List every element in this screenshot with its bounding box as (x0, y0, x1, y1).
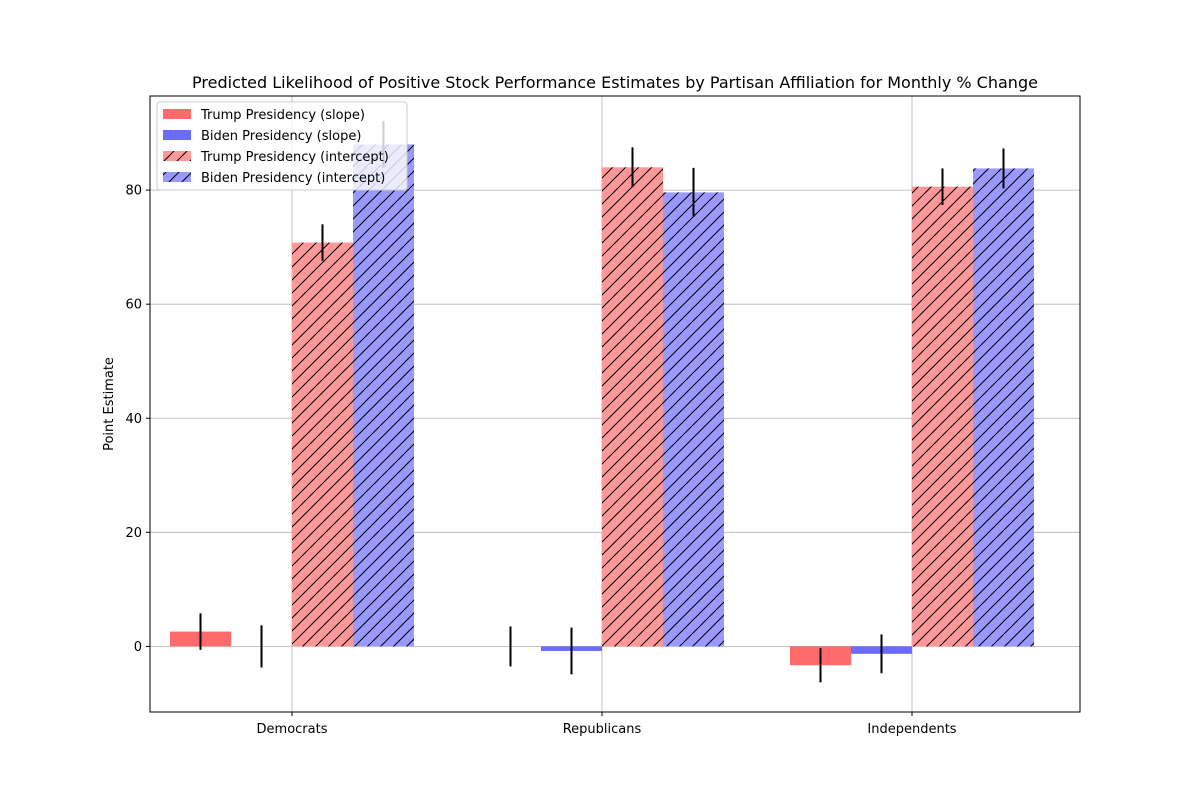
y-tick-label: 0 (134, 640, 142, 655)
x-tick-label: Democrats (257, 722, 328, 737)
y-tick-label: 60 (125, 298, 142, 313)
bar-hatch (602, 167, 663, 647)
bars (170, 144, 1034, 666)
legend-swatch-hatch (163, 151, 191, 161)
y-axis-label: Point Estimate (102, 357, 117, 451)
legend-label: Trump Presidency (intercept) (200, 150, 389, 165)
y-axis-ticks: 0 20 40 60 80 (125, 184, 150, 655)
bar-hatch (973, 168, 1034, 647)
legend-swatch (163, 109, 191, 119)
legend: Trump Presidency (slope) Biden Presidency… (156, 101, 408, 191)
bar-hatch (912, 186, 973, 647)
legend-box (156, 101, 408, 191)
bar-hatch (292, 242, 353, 647)
y-tick-label: 40 (125, 412, 142, 427)
x-axis-ticks: Democrats Republicans Independents (257, 712, 957, 737)
legend-swatch (163, 130, 191, 140)
legend-label: Trump Presidency (slope) (200, 108, 365, 123)
bar-hatch (353, 144, 414, 647)
legend-label: Biden Presidency (slope) (201, 129, 361, 144)
legend-swatch-hatch (163, 172, 191, 182)
y-tick-label: 20 (125, 526, 142, 541)
x-tick-label: Independents (867, 722, 956, 737)
plot-frame (149, 95, 1081, 713)
bar-hatch (663, 192, 724, 647)
y-tick-label: 80 (125, 184, 142, 199)
chart-title: Predicted Likelihood of Positive Stock P… (192, 73, 1038, 92)
x-tick-label: Republicans (563, 722, 642, 737)
legend-label: Biden Presidency (intercept) (201, 171, 385, 186)
